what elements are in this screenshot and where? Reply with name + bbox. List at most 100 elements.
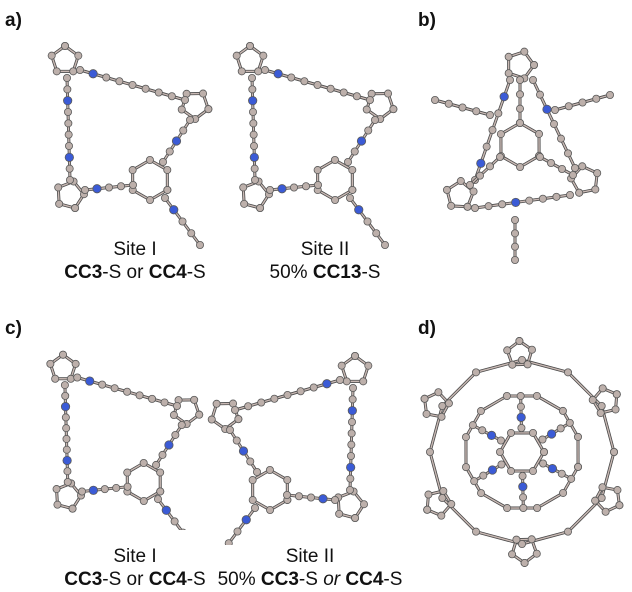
carbon-atom bbox=[527, 345, 536, 354]
carbon-atom bbox=[494, 109, 503, 118]
carbon-atom bbox=[532, 391, 541, 400]
carbon-atom bbox=[384, 89, 393, 98]
carbon-atom bbox=[516, 162, 525, 171]
carbon-atom bbox=[117, 182, 126, 191]
nitrogen-atom bbox=[356, 136, 367, 146]
carbon-atom bbox=[224, 539, 233, 545]
carbon-atom bbox=[370, 116, 379, 125]
caption-a-site-i-title: Site I bbox=[113, 239, 157, 260]
carbon-atom bbox=[346, 452, 355, 461]
carbon-atom bbox=[565, 190, 574, 199]
molecule-b-cage bbox=[430, 47, 614, 264]
caption-a-site-ii: Site II 50% CC13-S bbox=[250, 238, 400, 284]
nitrogen-atom bbox=[486, 430, 497, 440]
carbon-atom bbox=[529, 467, 538, 476]
bond-highlight bbox=[429, 405, 444, 453]
carbon-atom bbox=[179, 126, 188, 135]
bond-highlight bbox=[600, 451, 615, 499]
carbon-atom bbox=[234, 415, 243, 424]
carbon-atom bbox=[112, 483, 121, 492]
carbon-atom bbox=[498, 200, 507, 209]
carbon-atom bbox=[532, 549, 541, 558]
carbon-atom bbox=[351, 514, 360, 523]
carbon-atom bbox=[529, 428, 538, 437]
nitrogen-atom bbox=[171, 136, 182, 146]
carbon-atom bbox=[139, 459, 148, 468]
carbon-atom bbox=[110, 384, 119, 393]
carbon-atom bbox=[447, 201, 456, 210]
carbon-atom bbox=[578, 162, 587, 171]
carbon-atom bbox=[512, 535, 521, 544]
carbon-atom bbox=[535, 129, 544, 138]
nitrogen-atom bbox=[499, 92, 509, 102]
carbon-atom bbox=[423, 505, 432, 514]
carbon-atom bbox=[482, 142, 491, 151]
carbon-atom bbox=[283, 475, 292, 484]
carbon-atom bbox=[244, 402, 253, 411]
carbon-atom bbox=[430, 96, 439, 105]
nitrogen-atom bbox=[248, 96, 258, 106]
carbon-atom bbox=[207, 415, 216, 424]
carbon-atom bbox=[78, 487, 87, 496]
carbon-atom bbox=[470, 477, 479, 486]
carbon-atom bbox=[550, 106, 559, 115]
nitrogen-atom bbox=[346, 462, 356, 472]
carbon-atom bbox=[503, 346, 512, 355]
carbon-atom bbox=[609, 448, 618, 457]
carbon-atom bbox=[74, 51, 83, 60]
nitrogen-atom bbox=[63, 96, 73, 106]
carbon-atom bbox=[54, 183, 63, 192]
carbon-atom bbox=[437, 412, 446, 421]
carbon-atom bbox=[511, 229, 520, 238]
carbon-atom bbox=[343, 157, 352, 166]
carbon-atom bbox=[76, 66, 85, 75]
carbon-atom bbox=[300, 77, 309, 86]
nitrogen-atom bbox=[92, 184, 102, 194]
carbon-atom bbox=[146, 195, 155, 204]
carbon-atom bbox=[365, 96, 374, 105]
carbon-atom bbox=[359, 377, 368, 386]
nitrogen-atom bbox=[322, 379, 332, 389]
carbon-atom bbox=[591, 496, 600, 505]
carbon-atom bbox=[496, 130, 505, 139]
carbon-atom bbox=[71, 359, 80, 368]
carbon-atom bbox=[516, 90, 525, 99]
molecule-a-site-ii bbox=[232, 42, 398, 249]
carbon-atom bbox=[105, 183, 114, 192]
carbon-atom bbox=[346, 474, 355, 483]
carbon-atom bbox=[249, 119, 258, 128]
carbon-atom bbox=[187, 229, 196, 238]
carbon-atom bbox=[519, 503, 528, 512]
carbon-atom bbox=[309, 383, 318, 392]
carbon-atom bbox=[516, 104, 525, 113]
carbon-atom bbox=[237, 67, 246, 76]
carbon-atom bbox=[225, 426, 234, 435]
nitrogen-atom bbox=[542, 104, 552, 114]
panel-label-a: a) bbox=[5, 10, 22, 31]
carbon-atom bbox=[152, 460, 161, 469]
carbon-atom bbox=[232, 51, 241, 60]
carbon-atom bbox=[563, 368, 572, 377]
carbon-atom bbox=[516, 119, 525, 128]
carbon-atom bbox=[565, 418, 574, 427]
carbon-atom bbox=[478, 426, 487, 435]
carbon-atom bbox=[63, 477, 72, 486]
carbon-atom bbox=[472, 527, 481, 536]
carbon-atom bbox=[549, 120, 558, 129]
carbon-atom bbox=[479, 471, 488, 480]
carbon-atom bbox=[527, 535, 536, 544]
carbon-atom bbox=[307, 493, 316, 502]
carbon-atom bbox=[486, 162, 495, 171]
carbon-atom bbox=[389, 105, 398, 114]
carbon-atom bbox=[519, 493, 528, 502]
panel-label-b: b) bbox=[418, 10, 436, 31]
carbon-atom bbox=[363, 217, 372, 226]
carbon-atom bbox=[204, 105, 213, 114]
bond-highlight bbox=[536, 395, 564, 412]
nitrogen-atom bbox=[277, 184, 287, 194]
caption-c-site-i: Site I CC3-S or CC4-S bbox=[60, 545, 210, 591]
carbon-atom bbox=[185, 116, 194, 125]
carbon-atom bbox=[287, 73, 296, 82]
carbon-atom bbox=[530, 61, 539, 70]
carbon-atom bbox=[66, 175, 75, 184]
